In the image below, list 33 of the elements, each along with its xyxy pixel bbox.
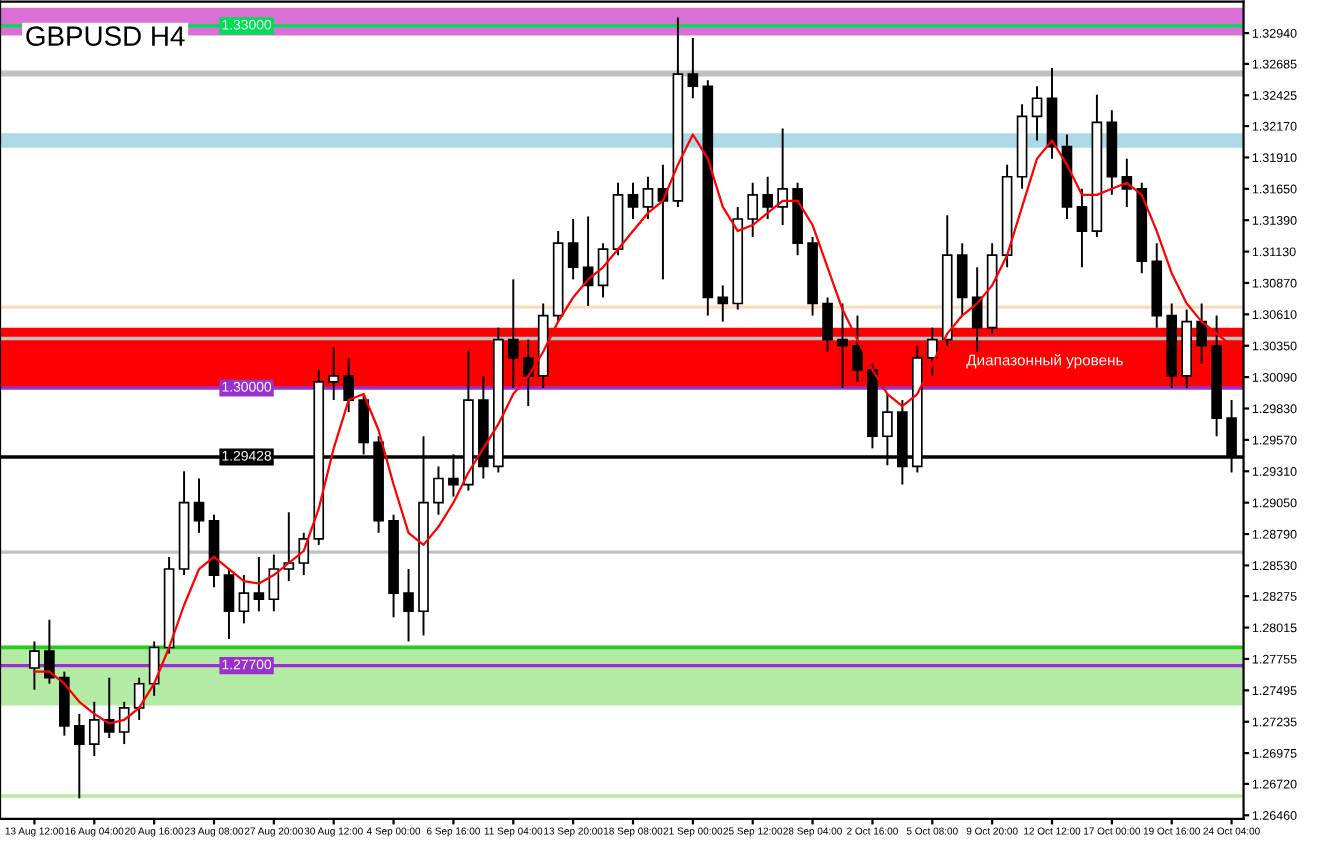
candlestick [852, 314, 863, 383]
candlestick [522, 338, 534, 408]
candlestick [717, 284, 729, 323]
candlestick [118, 700, 130, 746]
candlestick [433, 465, 444, 516]
candlestick [926, 326, 938, 377]
candlestick [777, 127, 788, 226]
candlestick [627, 181, 639, 220]
candlestick [567, 218, 579, 281]
candlestick [193, 477, 205, 534]
candlestick [971, 266, 983, 353]
candlestick [837, 302, 848, 389]
candlestick [762, 175, 774, 220]
candlestick [238, 574, 250, 625]
text: GBPUSD H4 [26, 26, 185, 46]
candlestick [642, 175, 654, 220]
candlestick [44, 618, 55, 685]
candlestick [29, 640, 40, 691]
candlestick [343, 356, 354, 414]
candlestick [403, 568, 414, 643]
candlestick [1196, 302, 1207, 365]
candlestick [1031, 85, 1043, 142]
candlestick [88, 700, 100, 758]
candlestick [253, 556, 265, 613]
candlestick [328, 345, 340, 402]
candlestick [73, 712, 85, 800]
candlestick [822, 296, 833, 353]
candlestick [687, 36, 699, 100]
candlestick [1076, 187, 1088, 269]
candlestick [747, 181, 759, 239]
candlestick [223, 568, 235, 641]
candlestick [507, 278, 519, 389]
candlestick [956, 242, 968, 317]
